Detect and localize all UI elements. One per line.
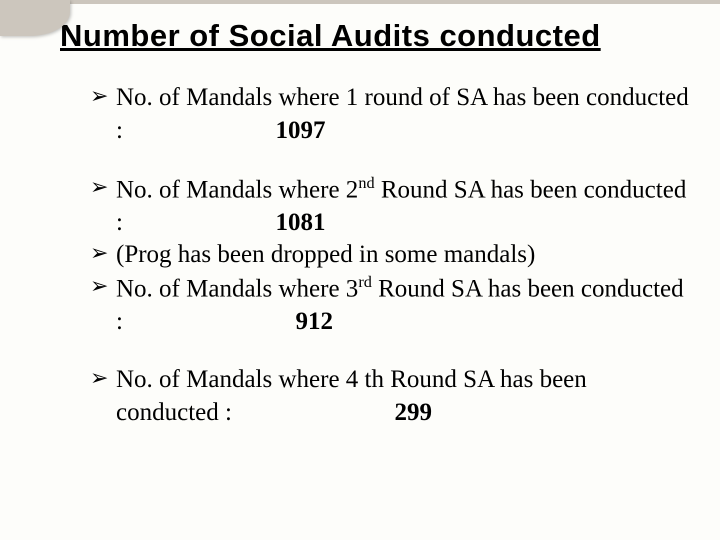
bullet-list: No. of Mandals where 1 round of SA has b… [90,82,690,429]
list-item: (Prog has been dropped in some mandals) [90,239,690,272]
item-text: No. of Mandals where 1 round of SA has b… [116,84,689,144]
list-item: No. of Mandals where 3rd Round SA has be… [90,272,690,338]
list-item: No. of Mandals where 1 round of SA has b… [90,82,690,147]
list-item: No. of Mandals where 4 th Round SA has b… [90,364,690,429]
item-value: 299 [394,397,464,430]
item-value: 912 [295,306,365,339]
item-text: No. of Mandals where 3 [116,275,358,302]
list-item: No. of Mandals where 2nd Round SA has be… [90,173,690,239]
ordinal-sup: rd [358,273,372,291]
top-accent [0,0,720,4]
item-value: 1097 [275,115,345,148]
slide-title: Number of Social Audits conducted [60,18,690,54]
slide: Number of Social Audits conducted No. of… [0,0,720,540]
item-text: (Prog has been dropped in some mandals) [116,241,535,268]
item-text: No. of Mandals where 4 th Round SA has b… [116,366,587,426]
ordinal-sup: nd [358,174,374,192]
item-value: 1081 [275,207,345,240]
item-text: No. of Mandals where 2 [116,176,358,203]
